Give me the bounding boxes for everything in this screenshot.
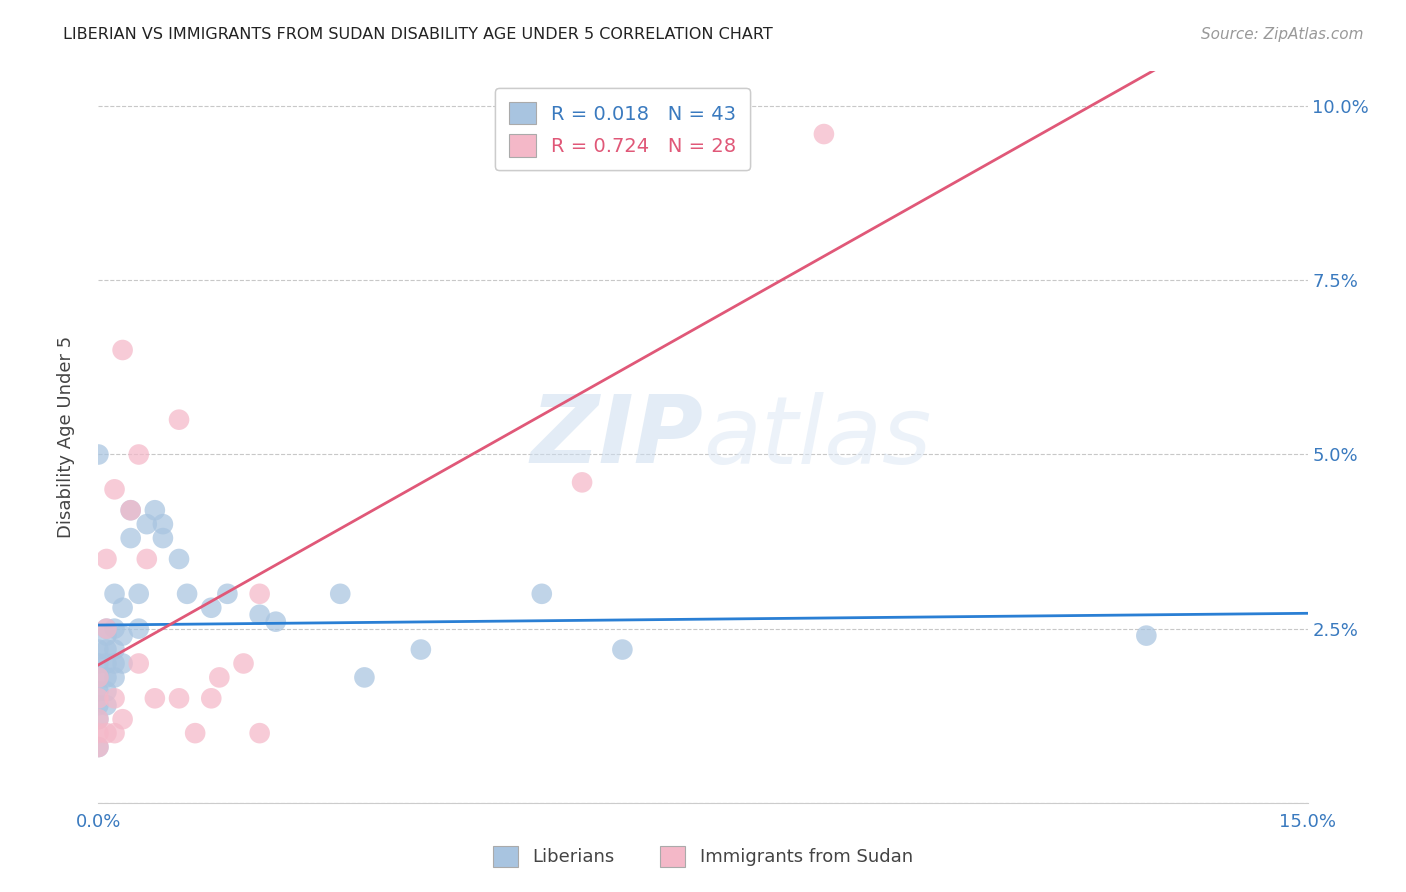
Point [111, 629, 134, 643]
Point [143, 691, 166, 706]
Point [87, 740, 110, 755]
Point [249, 607, 271, 622]
Point [103, 726, 125, 740]
Point [96, 726, 118, 740]
Point [152, 517, 174, 532]
Point [111, 600, 134, 615]
Point [1135, 629, 1157, 643]
Point [87, 712, 110, 726]
Point [87, 712, 110, 726]
Point [120, 503, 142, 517]
Point [184, 726, 207, 740]
Point [96, 670, 118, 684]
Point [87, 726, 110, 740]
Point [87, 740, 110, 755]
Point [111, 343, 134, 357]
Point [530, 587, 553, 601]
Point [96, 622, 118, 636]
Point [87, 691, 110, 706]
Point [111, 657, 134, 671]
Point [152, 531, 174, 545]
Point [813, 127, 835, 141]
Point [96, 552, 118, 566]
Point [96, 684, 118, 698]
Point [87, 670, 110, 684]
Point [200, 691, 222, 706]
Point [135, 517, 157, 532]
Point [87, 448, 110, 462]
Point [167, 412, 190, 426]
Point [87, 684, 110, 698]
Point [208, 670, 231, 684]
Point [409, 642, 432, 657]
Point [128, 448, 150, 462]
Point [87, 698, 110, 713]
Point [249, 726, 271, 740]
Point [87, 642, 110, 657]
Legend: Liberians, Immigrants from Sudan: Liberians, Immigrants from Sudan [486, 838, 920, 874]
Point [111, 712, 134, 726]
Text: LIBERIAN VS IMMIGRANTS FROM SUDAN DISABILITY AGE UNDER 5 CORRELATION CHART: LIBERIAN VS IMMIGRANTS FROM SUDAN DISABI… [63, 27, 773, 42]
Point [329, 587, 352, 601]
Point [143, 503, 166, 517]
Point [128, 622, 150, 636]
Point [96, 698, 118, 713]
Point [128, 587, 150, 601]
Point [612, 642, 634, 657]
Point [103, 657, 125, 671]
Point [103, 691, 125, 706]
Point [571, 475, 593, 490]
Point [103, 670, 125, 684]
Point [120, 503, 142, 517]
Point [232, 657, 254, 671]
Point [200, 600, 222, 615]
Point [103, 642, 125, 657]
Y-axis label: Disability Age Under 5: Disability Age Under 5 [56, 336, 75, 538]
Point [103, 483, 125, 497]
Point [96, 629, 118, 643]
Point [87, 657, 110, 671]
Point [249, 587, 271, 601]
Point [353, 670, 375, 684]
Point [176, 587, 198, 601]
Point [217, 587, 239, 601]
Point [96, 622, 118, 636]
Text: Source: ZipAtlas.com: Source: ZipAtlas.com [1201, 27, 1364, 42]
Point [120, 531, 142, 545]
Point [87, 670, 110, 684]
Legend: R = 0.018   N = 43, R = 0.724   N = 28: R = 0.018 N = 43, R = 0.724 N = 28 [495, 88, 751, 170]
Point [96, 642, 118, 657]
Text: ZIP: ZIP [530, 391, 703, 483]
Text: atlas: atlas [703, 392, 931, 483]
Point [167, 691, 190, 706]
Point [103, 622, 125, 636]
Point [103, 587, 125, 601]
Point [264, 615, 287, 629]
Point [167, 552, 190, 566]
Point [128, 657, 150, 671]
Point [96, 657, 118, 671]
Point [135, 552, 157, 566]
